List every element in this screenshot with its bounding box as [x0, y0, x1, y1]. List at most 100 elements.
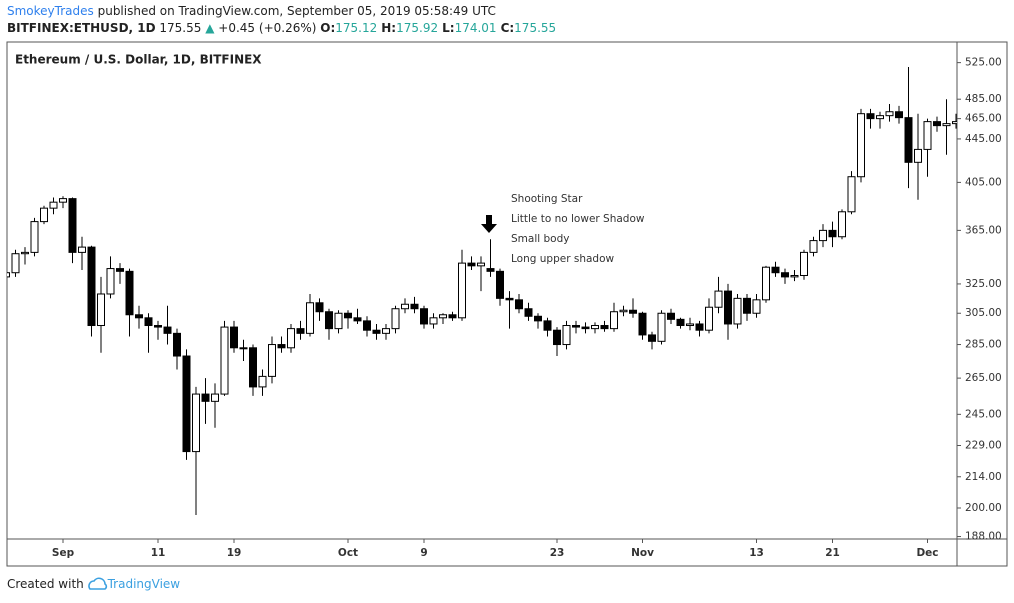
- symbol: BITFINEX:ETHUSD, 1D: [7, 21, 156, 35]
- candle-body: [895, 111, 903, 119]
- candle-body: [942, 123, 951, 127]
- candle-body: [106, 268, 115, 295]
- header-line: BITFINEX:ETHUSD, 1D 175.55 ▲ +0.45 (+0.2…: [7, 21, 560, 35]
- candle-body: [914, 148, 922, 163]
- candle-body: [258, 375, 267, 388]
- y-tick-label: 285.00: [965, 339, 1002, 351]
- candle-body: [192, 393, 200, 453]
- y-tick-label: 465.00: [965, 113, 1002, 125]
- ohlc-value: 175.12: [335, 21, 378, 35]
- candle-body: [49, 201, 58, 209]
- candle-body: [667, 312, 675, 320]
- y-tick-label: 325.00: [965, 278, 1002, 290]
- candle-body: [477, 262, 485, 267]
- candle-body: [363, 320, 371, 331]
- candle-body: [790, 274, 799, 278]
- x-tick-label: 19: [227, 547, 242, 559]
- candle-body: [325, 311, 333, 330]
- candle-body: [695, 323, 704, 331]
- y-tick-label: 245.00: [965, 408, 1002, 420]
- candle-body: [648, 334, 656, 342]
- x-tick-label: 23: [550, 547, 565, 559]
- candle-body: [752, 299, 761, 314]
- ohlc: O:175.12 H:175.92 L:174.01 C:175.55: [320, 21, 560, 35]
- x-tick-label: Nov: [631, 547, 654, 559]
- candle-body: [524, 308, 533, 317]
- candle-body: [410, 303, 419, 310]
- candle-body: [610, 311, 618, 330]
- candle-body: [201, 393, 210, 402]
- candle-body: [135, 314, 143, 319]
- candle-body: [344, 312, 352, 319]
- candle-body: [315, 302, 324, 313]
- chart-title: Ethereum / U.S. Dollar, 1D, BITFINEX: [15, 53, 262, 67]
- candle-body: [353, 317, 362, 322]
- candle-body: [40, 207, 48, 223]
- candle-body: [838, 211, 846, 238]
- candle-body: [809, 240, 818, 253]
- candle-body: [496, 270, 504, 299]
- ohlc-label: O:: [320, 21, 336, 35]
- annotation: Small body: [511, 233, 569, 245]
- y-tick-label: 265.00: [965, 372, 1002, 384]
- candle-body: [676, 318, 685, 327]
- header-line: SmokeyTrades published on TradingView.co…: [7, 4, 496, 18]
- candle-body: [306, 302, 314, 334]
- candle-body: [277, 344, 286, 349]
- candle-body: [59, 198, 67, 203]
- candle-body: [429, 317, 438, 325]
- y-tick-label: 445.00: [965, 133, 1002, 145]
- x-tick-label: 21: [825, 547, 840, 559]
- candle-body: [534, 315, 542, 322]
- author[interactable]: SmokeyTrades: [7, 4, 94, 18]
- candle-body: [144, 317, 153, 327]
- candle-body: [876, 115, 884, 120]
- logo: [87, 577, 107, 590]
- brand[interactable]: TradingView: [107, 577, 181, 591]
- ohlc-label: L:: [442, 21, 455, 35]
- arrow-annotation: [481, 215, 497, 233]
- candle-body: [287, 328, 295, 349]
- ohlc-value: 175.55: [514, 21, 557, 35]
- x-tick-label: Dec: [916, 547, 938, 559]
- candle-body: [933, 121, 941, 127]
- x-tick-label: 11: [151, 547, 166, 559]
- candle-body: [87, 246, 96, 327]
- candle-body: [857, 113, 865, 178]
- candle-body: [182, 355, 191, 453]
- candle-body: [743, 297, 751, 314]
- x-tick-label: 13: [749, 547, 764, 559]
- ohlc-value: 174.01: [454, 21, 497, 35]
- candle-body: [372, 329, 381, 334]
- annotation: Shooting Star: [511, 193, 583, 205]
- candle-body: [733, 297, 742, 325]
- candle-body: [828, 229, 837, 238]
- ohlc-label: C:: [500, 21, 515, 35]
- candle-body: [268, 344, 276, 377]
- candle-body: [505, 297, 514, 301]
- y-tick-label: 200.00: [965, 502, 1002, 514]
- candle-body: [819, 229, 827, 242]
- candle-body: [553, 329, 561, 346]
- footer: Created with TradingView: [7, 577, 180, 591]
- candle-body: [420, 308, 428, 325]
- candle-body: [220, 326, 229, 395]
- candle-body: [125, 270, 134, 316]
- x-tick-label: Oct: [338, 547, 358, 559]
- x-tick-label: 9: [420, 547, 427, 559]
- y-tick-label: 305.00: [965, 307, 1002, 319]
- candle-body: [657, 312, 666, 342]
- candle-body: [467, 262, 476, 267]
- candle-body: [458, 262, 466, 319]
- candle-body: [401, 303, 409, 310]
- last: 175.55: [159, 21, 202, 35]
- candle-body: [30, 221, 39, 253]
- candle-body: [591, 325, 599, 330]
- candle-body: [97, 293, 105, 327]
- candle-body: [173, 332, 181, 357]
- x-tick-label: Sep: [52, 547, 75, 559]
- candle-body: [762, 266, 770, 301]
- candle-body: [439, 314, 447, 319]
